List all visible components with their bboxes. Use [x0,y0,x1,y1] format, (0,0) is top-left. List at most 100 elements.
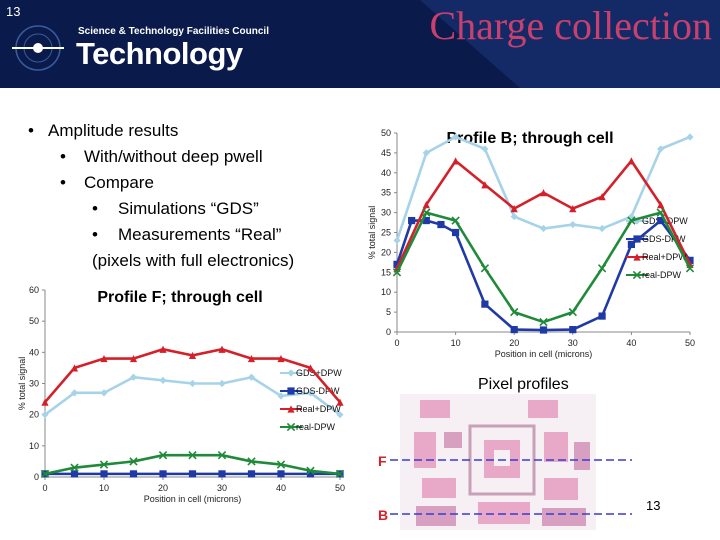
data-point [657,145,665,153]
legend-marker-stroke [286,422,296,432]
data-point [188,470,197,478]
x-tick-label: 10 [99,483,109,493]
y-tick-label: 50 [381,128,391,138]
y-tick-label: 10 [381,287,391,297]
legend-label: real-DPW [296,422,336,432]
data-point [336,411,344,419]
slide-title: Charge collection [429,3,713,48]
y-tick-label: 5 [386,307,391,317]
data-point [70,389,79,397]
y-tick-label: 40 [381,168,391,178]
bullet-sub2: • Compare [60,173,154,192]
x-tick-label: 0 [42,483,47,493]
data-point [40,469,50,479]
data-point [277,392,285,400]
legend-entry: real-DPW [626,270,682,280]
bullet-note-text: (pixels with full electronics) [92,251,295,270]
data-point-stroke [306,466,315,475]
bullet-sub1: • With/without deep pwell [60,147,263,166]
y-tick-label: 35 [381,188,391,198]
y-tick-label: 20 [29,410,39,420]
series-GDS-DPW [41,470,344,478]
bullet-sub1-text: With/without deep pwell [84,147,263,166]
data-point [568,307,577,317]
bullet-main: • Amplitude results [28,121,179,140]
data-point [70,470,79,478]
y-tick-label: 0 [386,327,391,337]
y-tick-label: 50 [29,316,39,326]
data-point [129,470,138,478]
data-point-stroke [480,264,490,273]
layout-block [542,508,586,526]
data-point [41,411,49,419]
data-point [686,133,694,141]
data-point [451,216,460,225]
data-point [452,133,460,141]
layout-block [444,432,462,448]
data-point [100,389,108,397]
legend-label: Real+DPW [296,404,341,414]
slide-number-bottom: 13 [646,498,661,513]
data-point [218,379,226,388]
data-point [129,373,138,381]
data-point-stroke [99,460,109,469]
data-point-stroke [568,307,577,317]
data-point-stroke [392,268,402,277]
data-point-stroke [217,451,227,460]
data-point [510,307,519,317]
data-point [510,326,518,334]
data-point [598,312,606,320]
data-point [481,181,489,189]
data-point-stroke [247,457,256,466]
y-tick-label: 30 [381,208,391,218]
data-point [159,376,167,384]
legend-marker [633,253,641,261]
data-point [598,224,606,233]
y-tick-label: 40 [29,347,39,357]
data-point [129,354,138,363]
data-point-stroke [158,451,168,460]
slide-number-top: 13 [6,4,21,19]
legend-entry: GDS-DPW [626,234,686,244]
data-point [452,228,460,237]
data-point [247,354,256,363]
y-tick-label: 60 [29,285,39,295]
x-axis-label: Position in cell (microns) [144,494,242,504]
x-axis-label: Position in cell (microns) [495,349,593,359]
data-point [539,189,548,197]
layout-block [416,506,456,526]
legend-label: GDS+DPW [296,368,342,378]
banner-graphic [12,0,720,88]
data-point [481,300,489,308]
data-point [306,466,315,475]
y-tick-label: 20 [381,247,391,257]
data-point [217,451,227,460]
data-point [627,240,635,249]
data-point [510,212,518,221]
data-point-stroke [129,457,138,466]
data-point-stroke [276,460,286,469]
logo-council-name: Science & Technology Facilities Council [78,26,269,37]
legend-label: real-DPW [642,270,682,280]
legend-marker [633,235,641,243]
bullet-main-text: Amplitude results [48,121,179,140]
x-tick-label: 30 [568,338,578,348]
data-point [41,398,49,406]
y-tick-label: 30 [29,379,39,389]
series-real-DPW [40,451,345,479]
data-point-stroke [188,451,197,460]
data-point [481,145,489,153]
data-point-stroke [70,463,79,472]
y-axis-label: % total signal [17,357,27,411]
series-real-DPW [392,208,695,327]
data-point-stroke [539,317,548,327]
data-point-stroke [656,208,665,217]
data-point [539,224,548,233]
data-point [188,351,197,360]
data-point [247,457,256,466]
data-point [277,470,285,478]
layout-block [420,400,450,418]
legend-entry: Real+DPW [280,404,341,414]
